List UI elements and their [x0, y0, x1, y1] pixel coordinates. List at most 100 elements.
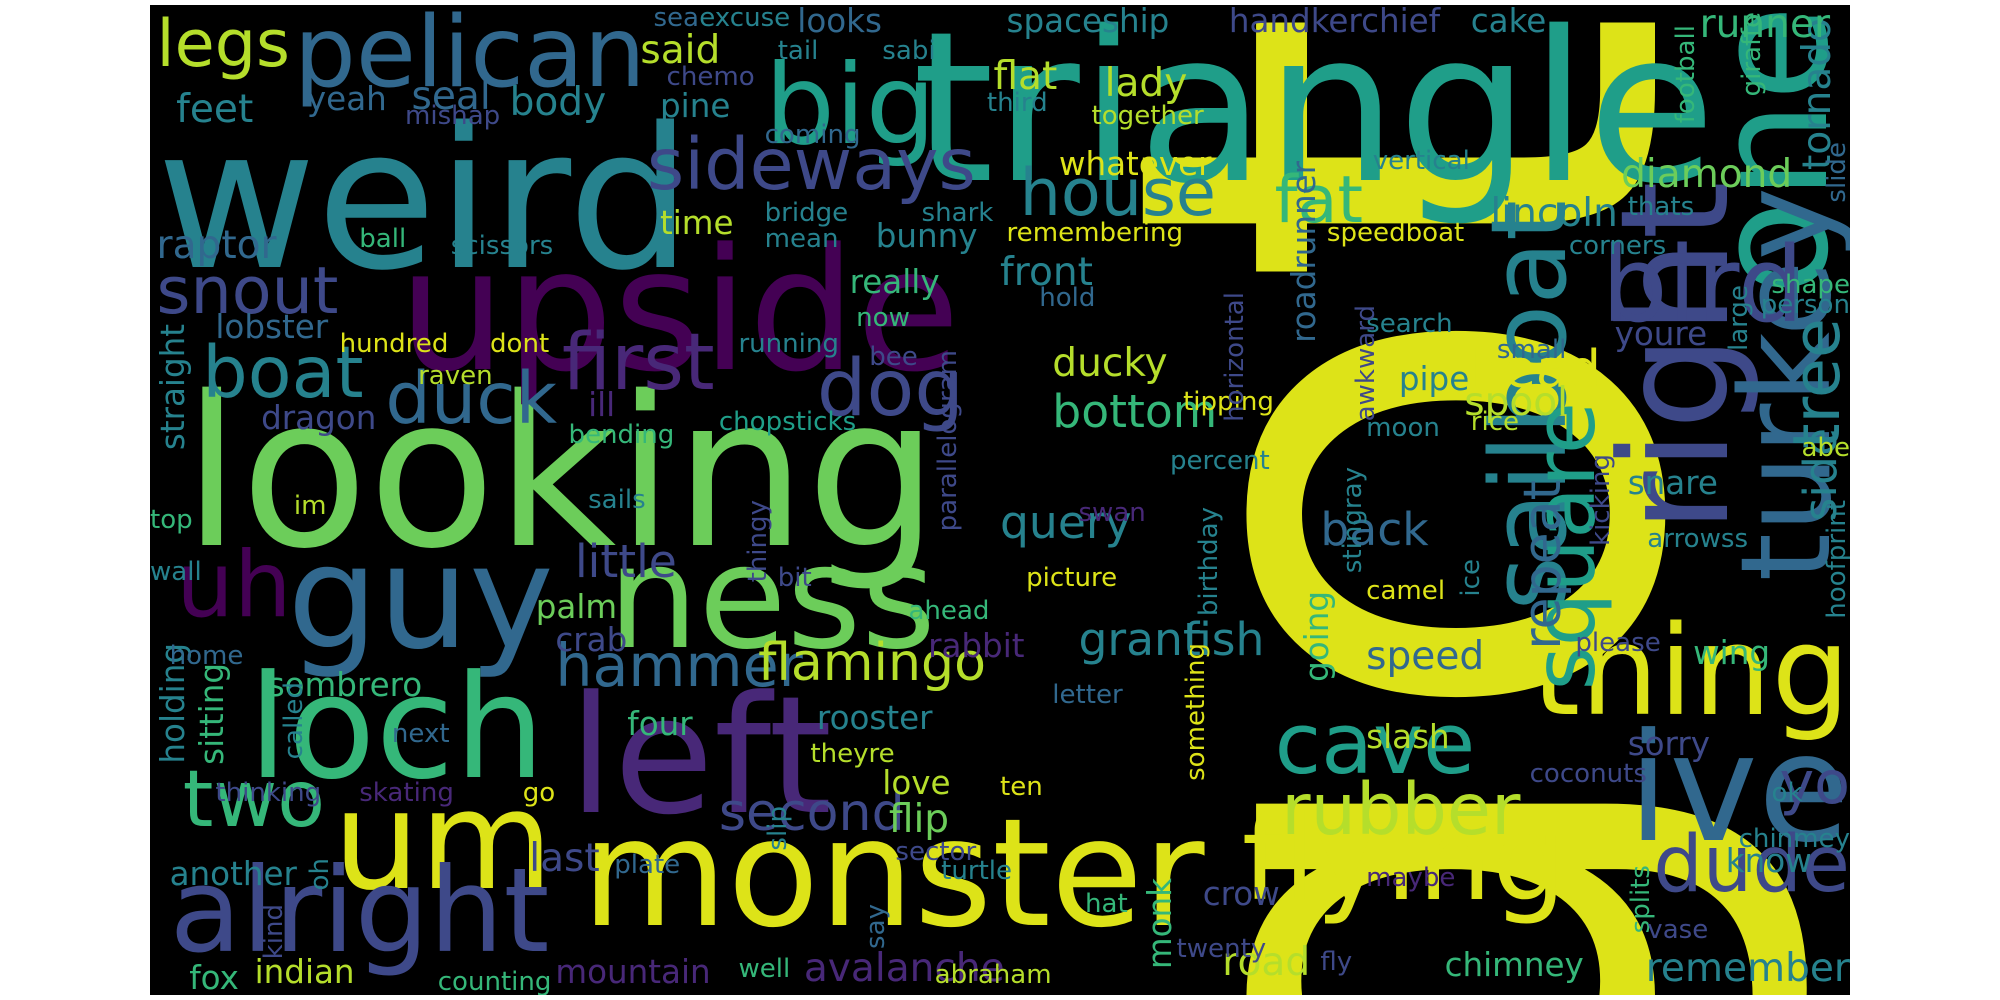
- word-flying: flying: [1241, 789, 1567, 927]
- word-crow: crow: [1202, 874, 1280, 913]
- word-shape: shape: [1771, 270, 1850, 301]
- word-monster: monster: [581, 786, 1205, 961]
- word-thing: thing: [1531, 599, 1850, 744]
- word-snout: snout: [156, 254, 339, 329]
- word-hold: hold: [1039, 283, 1096, 314]
- word-wall: wall: [150, 556, 202, 587]
- word-runner: runner: [1699, 5, 1831, 47]
- word-top: top: [150, 504, 193, 535]
- word-coconuts: coconuts: [1529, 758, 1647, 789]
- word-indian: indian: [254, 952, 355, 991]
- word-chinmey: chinmey: [1738, 823, 1850, 854]
- word-parallelogram: parallelogram: [932, 350, 963, 532]
- word-house: house: [1019, 156, 1217, 232]
- word-little: little: [575, 535, 677, 589]
- word-crab: crab: [555, 620, 628, 659]
- word-bunny: bunny: [875, 216, 978, 255]
- word-tipping: tipping: [1183, 387, 1274, 418]
- word-moon: moon: [1366, 413, 1440, 444]
- word-whatever: whatever: [1058, 145, 1212, 184]
- word-dragon: dragon: [261, 399, 377, 438]
- word-dude: dude: [1653, 818, 1850, 910]
- word-wing: wing: [1693, 633, 1771, 672]
- word-now: now: [856, 302, 910, 333]
- word-last: last: [529, 835, 600, 881]
- word-loch: loch: [248, 644, 546, 812]
- word-search: search: [1366, 309, 1453, 340]
- word-third: third: [986, 87, 1048, 118]
- word-remembering: remembering: [1006, 217, 1184, 248]
- word-seal: seal: [411, 73, 491, 119]
- word-rooster: rooster: [816, 698, 933, 737]
- word-dog: dog: [816, 343, 964, 435]
- word-upside: upside: [398, 212, 961, 410]
- word-bending: bending: [568, 419, 675, 450]
- word-awkward: awkward: [1351, 304, 1382, 421]
- word-arrowss: arrowss: [1647, 524, 1749, 555]
- word-ducky: ducky: [1052, 340, 1168, 386]
- word-love: love: [882, 764, 951, 803]
- word-going: going: [1297, 591, 1336, 683]
- word-running: running: [738, 328, 839, 359]
- word-turtle: turtle: [941, 856, 1013, 887]
- word-looking: looking: [182, 352, 939, 595]
- word-yo: yo: [1779, 749, 1850, 817]
- word-horizontal: horizontal: [1220, 291, 1251, 422]
- word-slide: slide: [1821, 141, 1850, 203]
- word-avalanche: avalanche: [803, 946, 1005, 992]
- word-swan: swan: [1078, 498, 1146, 528]
- word-monk: monk: [1140, 877, 1179, 969]
- word-ice: ice: [1455, 558, 1486, 597]
- word-vase: vase: [1647, 914, 1709, 945]
- word-ive: ive: [1627, 701, 1850, 876]
- word-alright: alright: [169, 841, 550, 979]
- word-giraffe: giraffe: [1736, 11, 1767, 96]
- word-ok: ok: [1771, 778, 1803, 809]
- word-called: called: [278, 682, 309, 760]
- word-birthday: birthday: [1194, 506, 1225, 616]
- word-mountain: mountain: [555, 952, 711, 991]
- word-small: small: [1496, 335, 1567, 366]
- word-abe: abe: [1801, 432, 1850, 463]
- word-spool: spool: [1464, 379, 1569, 425]
- word-roadrunner: roadrunner: [1284, 161, 1323, 344]
- word-maybe: maybe: [1366, 862, 1456, 893]
- word-chimney: chimney: [1444, 946, 1584, 985]
- word-boat: boat: [202, 331, 364, 415]
- word-fat: fat: [1274, 162, 1363, 238]
- word-diamond: diamond: [1621, 151, 1793, 197]
- word-um: um: [333, 761, 553, 921]
- word-counting: counting: [437, 966, 552, 995]
- word-sitting: sitting: [192, 662, 231, 765]
- word-sabi: sabi: [882, 35, 936, 66]
- word-legs: legs: [156, 6, 290, 82]
- word-body: body: [509, 80, 607, 126]
- word-sorry: sorry: [1627, 724, 1711, 763]
- word-road: road: [1222, 939, 1311, 985]
- word-lady: lady: [1104, 60, 1188, 106]
- word-letter: letter: [1052, 680, 1123, 711]
- word-chemo: chemo: [666, 61, 755, 92]
- word-oh: oh: [304, 858, 335, 891]
- word-slash: slash: [1366, 718, 1450, 757]
- word-sombrero: sombrero: [267, 666, 423, 705]
- word-triangle: triangle: [912, 5, 1716, 230]
- word-ten: ten: [1000, 771, 1043, 802]
- word-fly: fly: [1320, 947, 1353, 978]
- word-kind: kind: [259, 903, 290, 960]
- word-say: say: [860, 903, 891, 949]
- word-back: back: [1320, 502, 1429, 556]
- word-raptor: raptor: [156, 223, 277, 269]
- word-slip: slip: [762, 806, 793, 851]
- word-weird: weird: [156, 86, 692, 314]
- word-youre: youre: [1614, 314, 1708, 353]
- word-spaceship: spaceship: [1006, 5, 1170, 40]
- word-abraham: abraham: [934, 960, 1052, 991]
- word-bridge: bridge: [764, 198, 849, 229]
- word-twenty: twenty: [1176, 934, 1267, 965]
- word-raven: raven: [418, 361, 493, 392]
- word-looks: looks: [797, 5, 882, 40]
- word-stingray: stingray: [1338, 467, 1368, 574]
- word-bee: bee: [869, 341, 918, 372]
- word-ill: ill: [588, 386, 616, 425]
